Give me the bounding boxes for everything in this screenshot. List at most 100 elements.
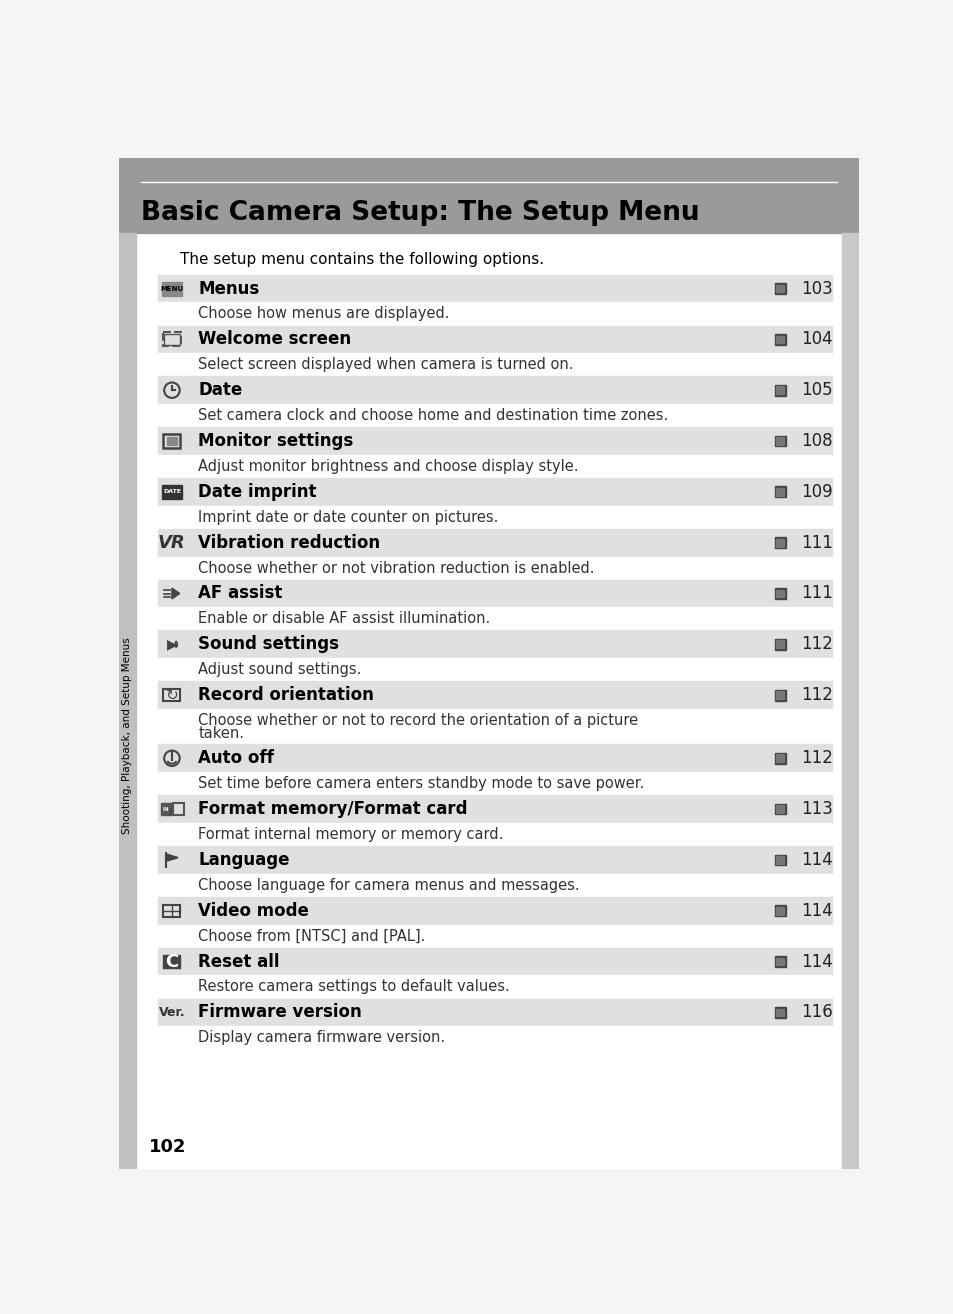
Text: Basic Camera Setup: The Setup Menu: Basic Camera Setup: The Setup Menu [141, 200, 699, 226]
Bar [164, 334, 179, 344]
Bar [776, 590, 783, 598]
Text: 114: 114 [801, 953, 832, 971]
Text: Monitor settings: Monitor settings [198, 432, 354, 449]
Bar [158, 506, 831, 528]
Text: Set time before camera enters standby mode to save power.: Set time before camera enters standby mo… [198, 777, 644, 791]
Bar [774, 957, 785, 967]
Bar [158, 478, 831, 506]
Text: IN: IN [163, 807, 170, 812]
Bar [158, 376, 831, 405]
Bar [158, 975, 831, 999]
Text: Vibration reduction: Vibration reduction [198, 533, 380, 552]
Bar [776, 285, 783, 293]
Bar [167, 438, 177, 445]
Bar [776, 386, 783, 394]
Bar [774, 639, 785, 649]
Bar [163, 904, 180, 917]
Bar [158, 326, 831, 353]
Bar [158, 528, 831, 557]
Bar [158, 897, 831, 925]
Bar [776, 438, 783, 445]
Text: Language: Language [198, 851, 290, 869]
Bar [158, 557, 831, 579]
Text: Restore camera settings to default values.: Restore camera settings to default value… [198, 979, 510, 995]
Bar [776, 805, 783, 813]
Bar [776, 539, 783, 547]
Bar [158, 795, 831, 823]
Text: Record orientation: Record orientation [198, 686, 374, 704]
Bar [161, 803, 171, 815]
Bar [774, 690, 785, 700]
Text: taken.: taken. [198, 727, 244, 741]
Text: 109: 109 [801, 482, 832, 501]
Polygon shape [166, 854, 178, 862]
Bar [774, 486, 785, 497]
Bar [774, 804, 785, 815]
Text: Ver.: Ver. [158, 1007, 185, 1018]
Text: Adjust sound settings.: Adjust sound settings. [198, 662, 361, 677]
Bar [162, 281, 182, 296]
Text: Choose language for camera menus and messages.: Choose language for camera menus and mes… [198, 878, 579, 892]
Bar [158, 579, 831, 607]
Text: Shooting, Playback, and Setup Menus: Shooting, Playback, and Setup Menus [122, 637, 132, 833]
Text: Video mode: Video mode [198, 901, 309, 920]
Bar [163, 955, 180, 968]
Bar [158, 607, 831, 631]
Text: Choose how menus are displayed.: Choose how menus are displayed. [198, 306, 449, 322]
Bar [158, 999, 831, 1026]
Bar [776, 958, 783, 966]
Bar [776, 335, 783, 343]
Bar [158, 710, 831, 745]
Text: MENU: MENU [160, 285, 183, 292]
Text: 111: 111 [801, 585, 832, 603]
Bar [158, 874, 831, 897]
Text: 112: 112 [801, 636, 832, 653]
Bar [158, 275, 831, 302]
Text: Date imprint: Date imprint [198, 482, 316, 501]
Bar [774, 589, 785, 599]
Text: /: / [169, 802, 173, 816]
Bar [158, 681, 831, 710]
Text: Firmware version: Firmware version [198, 1004, 362, 1021]
Bar [776, 640, 783, 648]
Text: Enable or disable AF assist illumination.: Enable or disable AF assist illumination… [198, 611, 490, 627]
Bar [774, 334, 785, 344]
Bar [119, 158, 858, 233]
Bar [776, 691, 783, 699]
Bar [158, 427, 831, 455]
Text: Choose from [NTSC] and [PAL].: Choose from [NTSC] and [PAL]. [198, 929, 425, 943]
Text: ↻: ↻ [166, 687, 178, 703]
Bar [774, 905, 785, 916]
Text: 108: 108 [801, 432, 832, 449]
Bar [158, 947, 831, 975]
Bar [776, 907, 783, 915]
Text: 111: 111 [801, 533, 832, 552]
Bar [774, 537, 785, 548]
Text: 113: 113 [801, 800, 832, 819]
Text: 116: 116 [801, 1004, 832, 1021]
Bar [774, 1007, 785, 1018]
Bar [158, 925, 831, 947]
Bar [158, 745, 831, 773]
Polygon shape [172, 589, 179, 599]
Bar [774, 753, 785, 763]
Text: 112: 112 [801, 749, 832, 767]
Text: 112: 112 [801, 686, 832, 704]
Bar [158, 353, 831, 376]
Bar [774, 284, 785, 294]
Text: Reset all: Reset all [198, 953, 279, 971]
Bar [776, 754, 783, 762]
Text: AF assist: AF assist [198, 585, 282, 603]
Bar [158, 658, 831, 681]
Bar [774, 385, 785, 396]
Text: 103: 103 [801, 280, 832, 297]
Text: Adjust monitor brightness and choose display style.: Adjust monitor brightness and choose dis… [198, 459, 578, 474]
Text: 105: 105 [801, 381, 832, 399]
Text: DATE: DATE [163, 489, 181, 494]
Text: Sound settings: Sound settings [198, 636, 339, 653]
Text: Set camera clock and choose home and destination time zones.: Set camera clock and choose home and des… [198, 409, 668, 423]
Text: 102: 102 [149, 1138, 186, 1156]
Text: Choose whether or not vibration reduction is enabled.: Choose whether or not vibration reductio… [198, 561, 594, 576]
Bar [776, 487, 783, 495]
Bar [173, 803, 183, 815]
